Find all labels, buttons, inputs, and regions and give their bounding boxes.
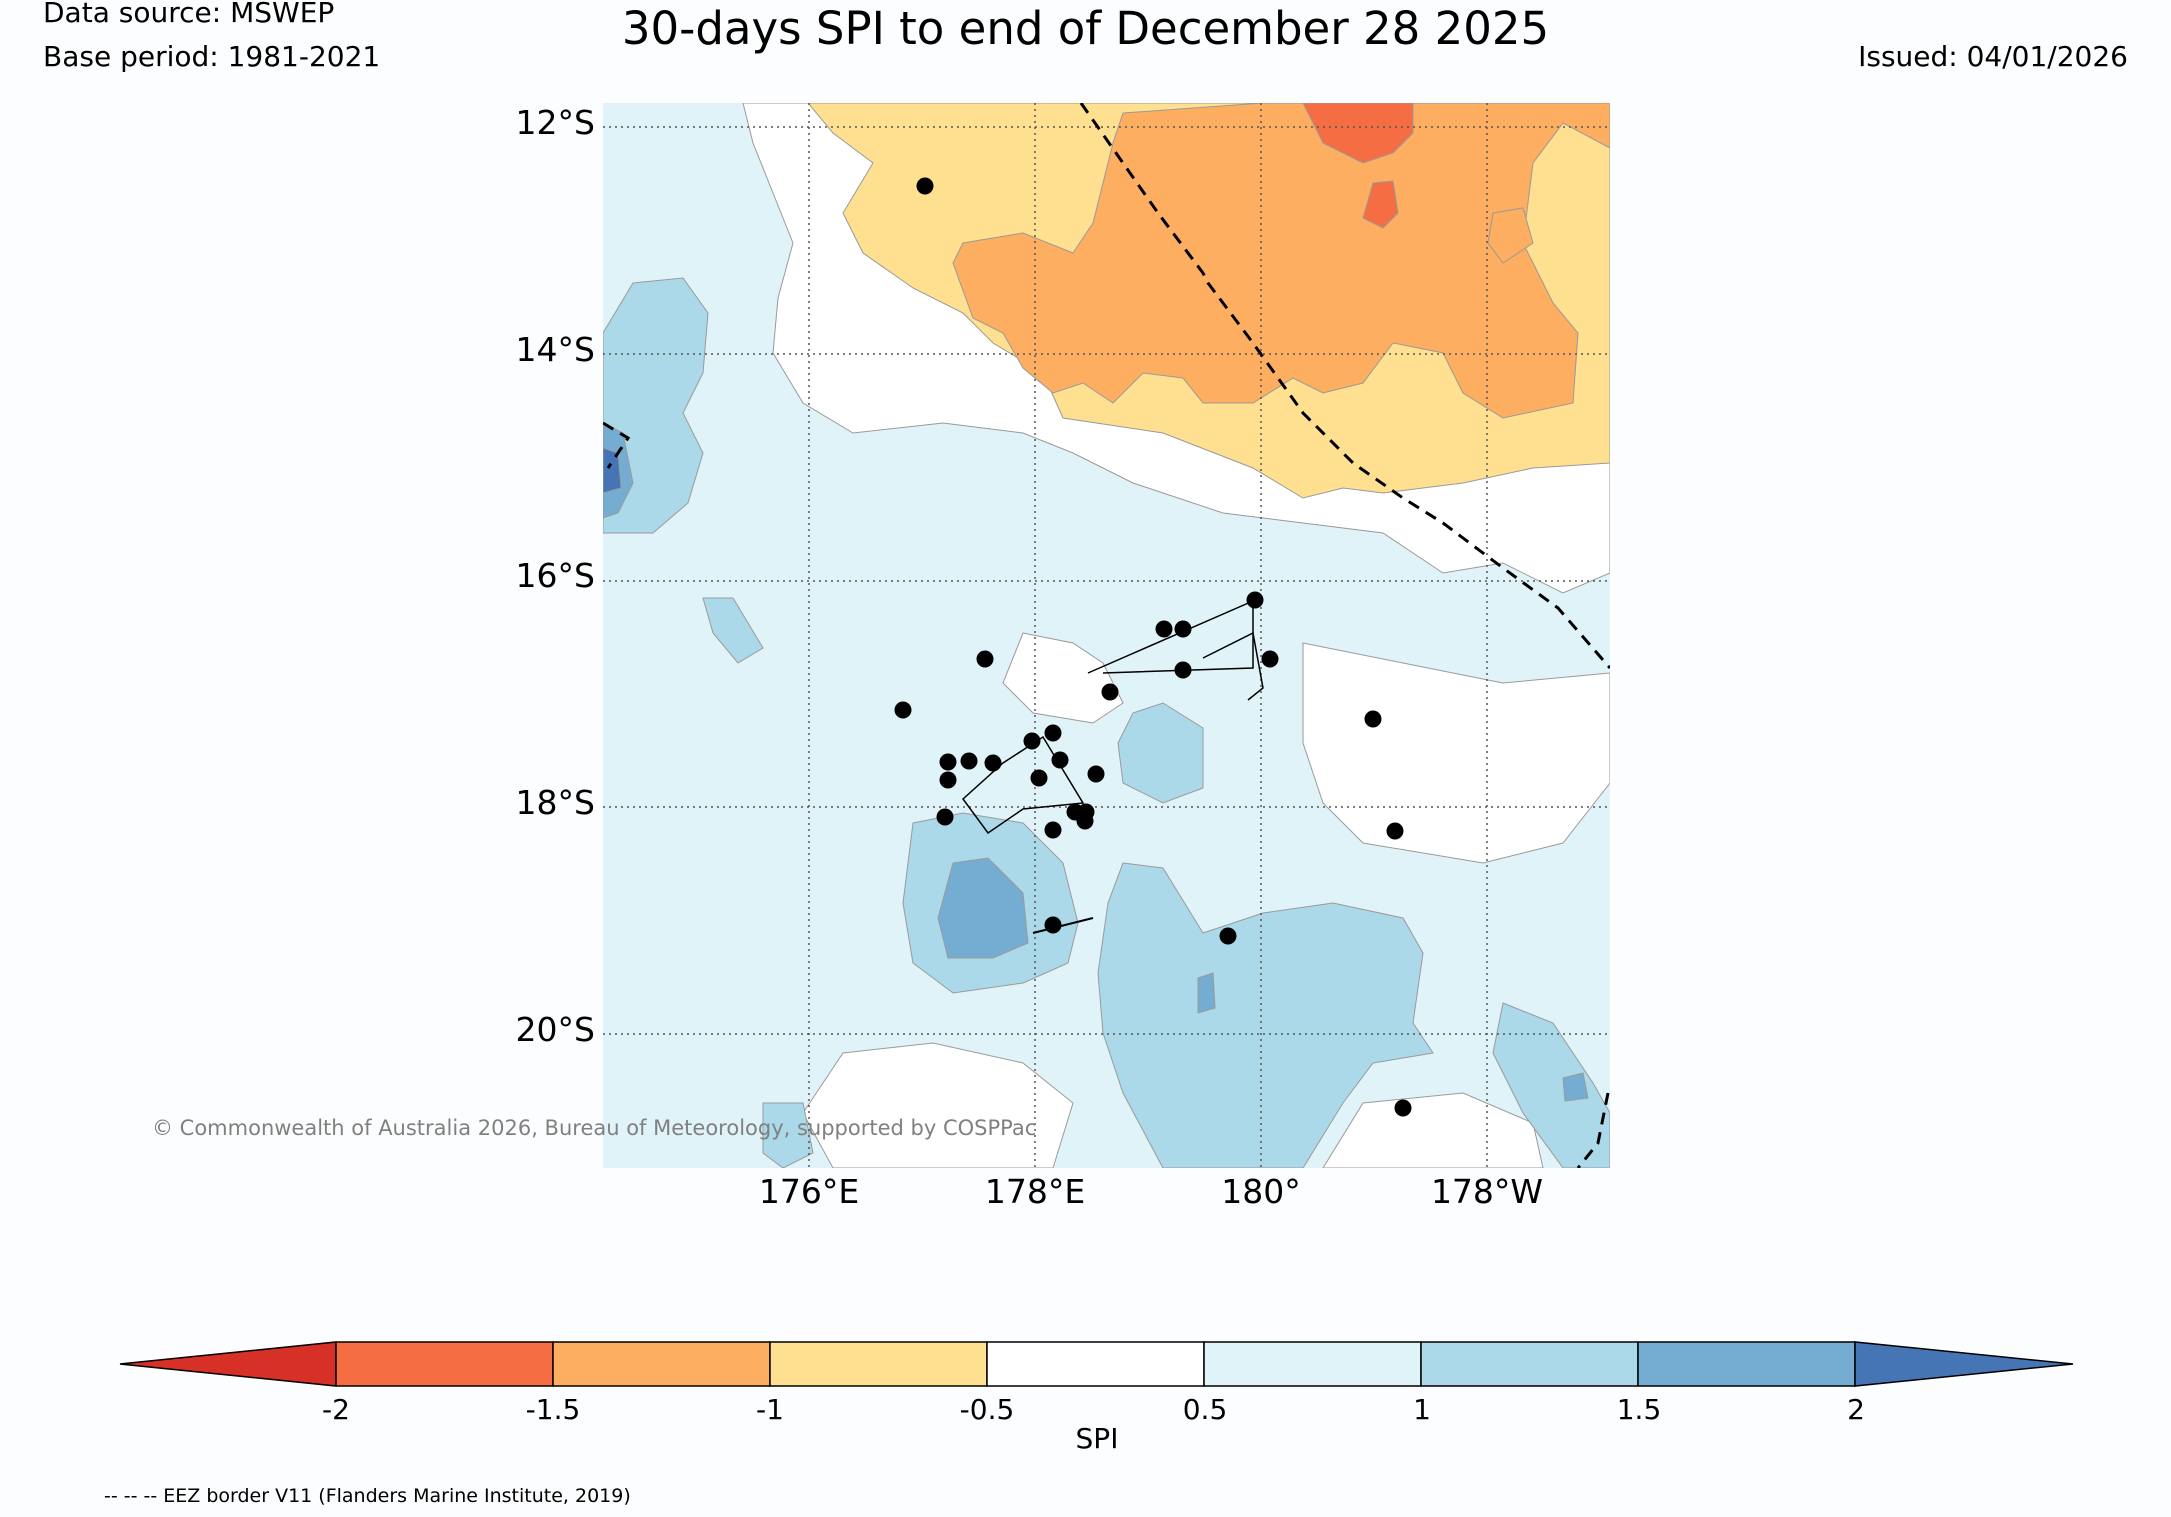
colorbar-extend-high	[1854, 1341, 2074, 1387]
spi-map	[603, 103, 1610, 1168]
station-marker	[894, 701, 912, 719]
colorbar-segment	[1203, 1341, 1422, 1387]
spi-near-normal-east	[1302, 642, 1610, 864]
station-marker	[1261, 650, 1279, 668]
station-marker	[1087, 765, 1105, 783]
station-marker	[1101, 683, 1119, 701]
spi-very-dry	[1302, 103, 1414, 164]
colorbar-segment	[335, 1341, 554, 1387]
lon-label-178e: 178°E	[984, 1172, 1086, 1211]
station-marker	[1386, 822, 1404, 840]
station-marker	[1174, 661, 1192, 679]
colorbar-tick-label: 1	[1413, 1393, 1431, 1426]
station-markers	[894, 177, 1412, 1117]
lat-label-14s: 14°S	[515, 330, 595, 369]
lon-label-178w: 178°W	[1430, 1172, 1544, 1211]
spi-very-wet-south-east	[1197, 972, 1216, 1014]
taveuni-outline	[1202, 631, 1264, 701]
station-marker	[984, 754, 1002, 772]
station-marker	[939, 771, 957, 789]
station-marker	[1044, 916, 1062, 934]
colorbar-tick-label: 2	[1847, 1393, 1865, 1426]
issued-date-label: Issued: 04/01/2026	[1858, 40, 2128, 73]
colorbar-segment	[552, 1341, 771, 1387]
spi-very-dry-patch	[1362, 180, 1399, 229]
colorbar-tick-label: 1.5	[1616, 1393, 1662, 1426]
base-period-label: Base period: 1981-2021	[43, 40, 381, 73]
colorbar-tick-label: 0.5	[1182, 1393, 1228, 1426]
station-marker	[939, 753, 957, 771]
station-marker	[976, 650, 994, 668]
spi-wet-center	[1117, 702, 1204, 804]
spi-wet-far-east	[1492, 1002, 1610, 1168]
lat-label-16s: 16°S	[515, 556, 595, 595]
eez-footnote: -- -- -- EEZ border V11 (Flanders Marine…	[104, 1485, 631, 1507]
spi-near-normal-southeast	[1322, 1092, 1544, 1168]
lat-label-20s: 20°S	[515, 1010, 595, 1049]
station-marker	[1364, 710, 1382, 728]
spi-wet-south-west	[762, 1102, 814, 1168]
spi-dry-patch-east	[1487, 207, 1534, 264]
station-marker	[1246, 591, 1264, 609]
map-title: 30-days SPI to end of December 28 2025	[621, 2, 1550, 55]
colorbar-segment	[769, 1341, 988, 1387]
colorbar-segment	[1637, 1341, 1856, 1387]
spi-dry	[952, 103, 1610, 419]
spi-very-wet-south-central	[937, 857, 1029, 959]
spi-wet-patch-west	[702, 597, 764, 664]
copyright-notice: © Commonwealth of Australia 2026, Bureau…	[152, 1116, 1037, 1140]
viti-levu-outline	[961, 735, 1085, 835]
station-marker	[1051, 751, 1069, 769]
data-source-label: Data source: MSWEP	[43, 0, 335, 29]
spi-near-normal-south	[802, 1042, 1074, 1168]
spi-extremely-wet-west	[603, 447, 622, 494]
lon-label-180: 180°	[1221, 1172, 1301, 1211]
station-marker	[1044, 821, 1062, 839]
station-marker	[1076, 812, 1094, 830]
colorbar-tick-label: -1.5	[525, 1393, 581, 1426]
eez-border	[1079, 103, 1610, 669]
lat-label-12s: 12°S	[515, 103, 595, 142]
station-marker	[1219, 927, 1237, 945]
colorbar-segment	[986, 1341, 1205, 1387]
colorbar-tick-label: -0.5	[959, 1393, 1015, 1426]
kadavu-outline	[1032, 917, 1094, 934]
station-marker	[960, 752, 978, 770]
station-marker	[1174, 620, 1192, 638]
spi-near-normal-center	[1002, 632, 1124, 724]
colorbar-tick-label: -1	[756, 1393, 784, 1426]
station-marker	[1030, 769, 1048, 787]
lat-label-18s: 18°S	[515, 783, 595, 822]
spi-colorbar	[119, 1341, 2074, 1387]
colorbar-segment	[1420, 1341, 1639, 1387]
spi-wet-south-east	[1097, 862, 1434, 1168]
station-marker	[1155, 620, 1173, 638]
station-marker	[1023, 732, 1041, 750]
station-marker	[936, 808, 954, 826]
station-marker	[916, 177, 934, 195]
station-marker	[1394, 1099, 1412, 1117]
eez-border-southeast	[1576, 1092, 1610, 1168]
colorbar-extend-low	[119, 1341, 337, 1387]
colorbar-tick-label: -2	[322, 1393, 350, 1426]
spi-very-wet-far-east	[1562, 1072, 1589, 1102]
lon-label-176e: 176°E	[758, 1172, 860, 1211]
colorbar-title: SPI	[1075, 1422, 1119, 1455]
station-marker	[1044, 724, 1062, 742]
